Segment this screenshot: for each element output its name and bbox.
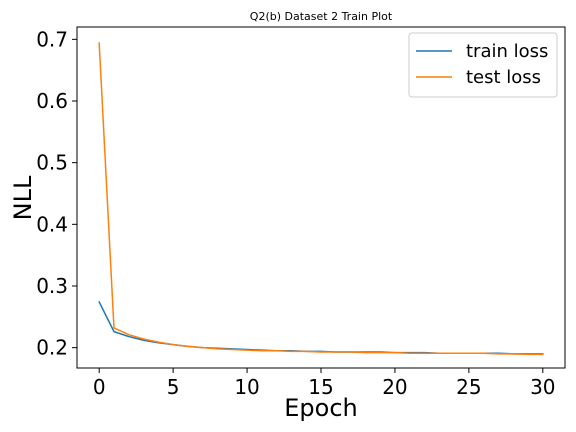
x-tick-label: 30 xyxy=(530,375,555,399)
y-tick-label: 0.3 xyxy=(36,274,68,298)
series-line-train-loss xyxy=(98,301,544,355)
y-axis: 0.2 0.3 0.4 0.5 0.6 0.7 xyxy=(36,27,77,360)
chart-title: Q2(b) Dataset 2 Train Plot xyxy=(250,10,393,23)
x-tick-label: 25 xyxy=(456,375,481,399)
x-tick-label: 0 xyxy=(93,375,106,399)
y-tick-label: 0.7 xyxy=(36,27,68,51)
x-axis: 0 5 10 15 20 25 30 xyxy=(93,368,556,399)
x-tick-label: 5 xyxy=(167,375,180,399)
legend-box xyxy=(408,32,558,98)
y-tick-label: 0.5 xyxy=(36,151,68,175)
x-tick-label: 10 xyxy=(234,375,259,399)
legend-label: train loss xyxy=(466,41,548,62)
legend: train loss test loss xyxy=(408,32,558,98)
series-line-test-loss xyxy=(98,42,544,356)
y-tick-label: 0.2 xyxy=(36,336,68,360)
x-tick-label: 15 xyxy=(308,375,333,399)
legend-label: test loss xyxy=(466,67,541,88)
y-tick-label: 0.6 xyxy=(36,89,68,113)
x-axis-label: Epoch xyxy=(284,394,358,422)
y-tick-label: 0.4 xyxy=(36,212,68,236)
x-tick-label: 20 xyxy=(382,375,407,399)
series-layer xyxy=(98,42,544,356)
y-axis-label: NLL xyxy=(9,175,37,220)
